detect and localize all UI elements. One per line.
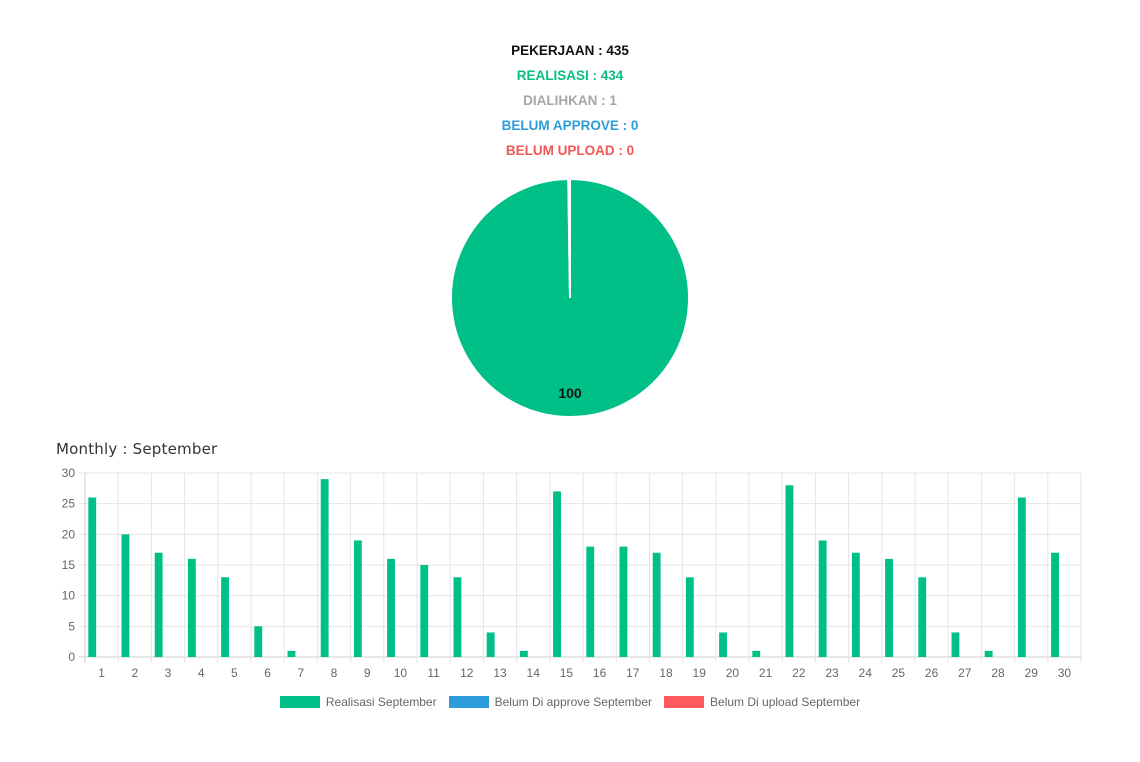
x-tick-label: 10 bbox=[394, 666, 408, 680]
bar-realisasi-september-day-5[interactable] bbox=[221, 577, 229, 657]
x-tick-label: 24 bbox=[859, 666, 873, 680]
bar-realisasi-september-day-23[interactable] bbox=[818, 540, 827, 657]
bar-realisasi-september-day-17[interactable] bbox=[619, 546, 628, 657]
belum-approve-total: BELUM APPROVE : 0 bbox=[501, 118, 639, 133]
bar-realisasi-september-day-1[interactable] bbox=[88, 497, 97, 657]
bar-realisasi-september-day-8[interactable] bbox=[320, 479, 329, 657]
bar-realisasi-september-day-22[interactable] bbox=[785, 485, 794, 657]
bar-realisasi-september-day-9[interactable] bbox=[353, 540, 362, 657]
x-tick-label: 8 bbox=[331, 666, 338, 680]
bar-realisasi-september-day-21[interactable] bbox=[752, 650, 761, 657]
legend-item-belum-approve[interactable]: Belum Di approve September bbox=[448, 695, 653, 709]
legend-label-belum-upload: Belum Di upload September bbox=[710, 695, 861, 709]
y-tick-label: 30 bbox=[62, 466, 76, 480]
bar-realisasi-september-day-30[interactable] bbox=[1051, 552, 1059, 657]
legend-item-realisasi[interactable]: Realisasi September bbox=[279, 695, 437, 709]
bar-realisasi-september-day-20[interactable] bbox=[719, 632, 727, 657]
summary-panel: PEKERJAAN : 435 REALISASI : 434 DIALIHKA… bbox=[0, 42, 1140, 167]
x-tick-label: 13 bbox=[493, 666, 507, 680]
bar-realisasi-september-day-24[interactable] bbox=[851, 552, 860, 657]
x-tick-label: 7 bbox=[297, 666, 304, 680]
x-tick-label: 15 bbox=[560, 666, 574, 680]
x-tick-label: 22 bbox=[792, 666, 806, 680]
pie-data-label: 100 bbox=[558, 385, 582, 401]
monthly-title: Monthly : September bbox=[56, 440, 218, 458]
bar-realisasi-september-day-3[interactable] bbox=[154, 552, 163, 657]
x-tick-label: 23 bbox=[825, 666, 839, 680]
x-tick-label: 12 bbox=[460, 666, 474, 680]
x-tick-label: 3 bbox=[165, 666, 172, 680]
bar-realisasi-september-day-15[interactable] bbox=[553, 491, 561, 657]
bar-realisasi-september-day-27[interactable] bbox=[951, 632, 960, 657]
legend-swatch-belum-upload bbox=[664, 696, 705, 708]
legend-label-belum-approve: Belum Di approve September bbox=[494, 695, 653, 709]
bar-realisasi-september-day-19[interactable] bbox=[685, 577, 694, 657]
dialihkan-total: DIALIHKAN : 1 bbox=[523, 93, 617, 108]
x-tick-label: 6 bbox=[264, 666, 271, 680]
belum-upload-total: BELUM UPLOAD : 0 bbox=[505, 143, 635, 158]
bar-realisasi-september-day-6[interactable] bbox=[254, 626, 263, 657]
bar-realisasi-september-day-16[interactable] bbox=[586, 546, 595, 657]
x-tick-label: 2 bbox=[131, 666, 138, 680]
bar-realisasi-september-day-25[interactable] bbox=[885, 558, 893, 657]
bar-realisasi-september-day-12[interactable] bbox=[453, 577, 462, 657]
x-tick-label: 19 bbox=[693, 666, 707, 680]
x-tick-label: 16 bbox=[593, 666, 607, 680]
y-tick-label: 25 bbox=[62, 497, 76, 511]
y-tick-label: 15 bbox=[62, 558, 76, 572]
pekerjaan-total: PEKERJAAN : 435 bbox=[511, 43, 629, 58]
realisasi-total: REALISASI : 434 bbox=[516, 68, 624, 83]
x-tick-label: 27 bbox=[958, 666, 972, 680]
bar-realisasi-september-day-2[interactable] bbox=[121, 534, 130, 657]
y-tick-label: 20 bbox=[62, 527, 76, 541]
bar-realisasi-september-day-29[interactable] bbox=[1017, 497, 1026, 657]
x-tick-label: 5 bbox=[231, 666, 238, 680]
pie-slice-dialihkan[interactable] bbox=[567, 177, 571, 299]
bar-realisasi-september-day-26[interactable] bbox=[918, 577, 927, 657]
pie-chart: 100 bbox=[450, 177, 690, 418]
x-tick-label: 21 bbox=[759, 666, 773, 680]
bar-realisasi-september-day-14[interactable] bbox=[519, 650, 528, 657]
x-tick-label: 25 bbox=[892, 666, 906, 680]
x-tick-label: 9 bbox=[364, 666, 371, 680]
y-tick-label: 10 bbox=[62, 589, 76, 603]
x-tick-label: 18 bbox=[659, 666, 673, 680]
y-tick-label: 5 bbox=[68, 619, 75, 633]
bar-realisasi-september-day-13[interactable] bbox=[486, 632, 495, 657]
x-tick-label: 17 bbox=[626, 666, 640, 680]
x-tick-label: 20 bbox=[726, 666, 740, 680]
x-tick-label: 4 bbox=[198, 666, 205, 680]
x-tick-label: 14 bbox=[527, 666, 541, 680]
x-tick-label: 28 bbox=[991, 666, 1005, 680]
bar-realisasi-september-day-18[interactable] bbox=[652, 552, 661, 657]
bar-realisasi-september-day-11[interactable] bbox=[420, 565, 429, 657]
x-tick-label: 30 bbox=[1058, 666, 1072, 680]
bar-chart-legend: Realisasi September Belum Di approve Sep… bbox=[0, 695, 1140, 709]
legend-swatch-belum-approve bbox=[448, 696, 489, 708]
y-tick-label: 0 bbox=[68, 650, 75, 664]
bar-realisasi-september-day-7[interactable] bbox=[287, 650, 296, 657]
legend-item-belum-upload[interactable]: Belum Di upload September bbox=[664, 695, 860, 709]
x-tick-label: 29 bbox=[1025, 666, 1039, 680]
x-tick-label: 1 bbox=[98, 666, 105, 680]
bar-realisasi-september-day-4[interactable] bbox=[187, 558, 196, 657]
x-tick-label: 11 bbox=[427, 666, 440, 680]
legend-label-realisasi: Realisasi September bbox=[325, 695, 437, 709]
bar-realisasi-september-day-10[interactable] bbox=[387, 558, 395, 657]
x-tick-label: 26 bbox=[925, 666, 939, 680]
bar-realisasi-september-day-28[interactable] bbox=[984, 650, 993, 657]
legend-swatch-realisasi bbox=[279, 696, 320, 708]
